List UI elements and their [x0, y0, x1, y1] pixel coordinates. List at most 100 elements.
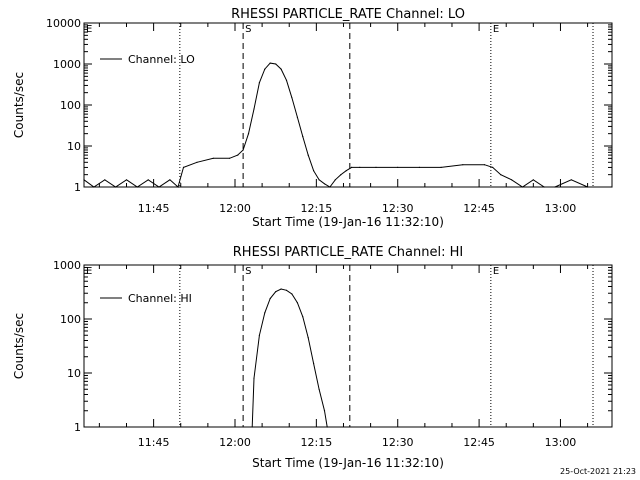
marker-label: E: [493, 266, 499, 277]
x-tick-label: 11:45: [138, 202, 170, 215]
data-point: [247, 133, 250, 135]
data-point: [440, 166, 442, 168]
x-tick-label: 12:30: [382, 436, 414, 449]
marker-label: E: [493, 24, 499, 35]
x-tick-label: 13:00: [545, 436, 577, 449]
y-tick-label: 1000: [53, 259, 81, 272]
data-point: [212, 157, 214, 159]
x-tick-label: 11:45: [138, 436, 170, 449]
x-axis-label: Start Time (19-Jan-16 11:32:10): [252, 215, 444, 229]
data-point: [285, 289, 288, 291]
data-point: [253, 377, 255, 379]
x-tick-label: 12:15: [301, 202, 333, 215]
data-point: [291, 97, 293, 99]
data-point: [483, 164, 486, 166]
data-point: [351, 166, 353, 168]
data-point: [492, 166, 494, 168]
data-point: [543, 186, 545, 188]
data-point: [177, 186, 179, 188]
data-point: [258, 82, 260, 84]
y-tick-label: 1000: [53, 58, 81, 71]
data-point: [307, 154, 309, 156]
y-axis-label: Counts/sec: [12, 313, 26, 379]
data-point: [83, 179, 85, 181]
chart-title: RHESSI PARTICLE_RATE Channel: HI: [233, 245, 463, 260]
data-point: [229, 157, 231, 159]
data-point: [302, 316, 304, 318]
data-point: [313, 170, 315, 172]
data-point: [375, 166, 377, 168]
y-tick-label: 100: [60, 99, 81, 112]
x-tick-label: 12:45: [463, 436, 495, 449]
data-point: [296, 302, 298, 304]
data-point: [326, 426, 328, 428]
x-tick-label: 12:00: [219, 202, 251, 215]
data-point: [318, 179, 320, 181]
data-point: [158, 186, 160, 188]
legend-label: Channel: HI: [128, 292, 192, 305]
data-point: [196, 161, 198, 163]
chart-title: RHESSI PARTICLE_RATE Channel: LO: [231, 7, 465, 22]
data-point: [329, 186, 331, 188]
plot-frame: [83, 264, 613, 428]
data-point: [334, 179, 336, 181]
x-axis-label: Start Time (19-Jan-16 11:32:10): [252, 456, 444, 470]
data-point: [115, 186, 117, 188]
data-point: [500, 174, 502, 176]
y-tick-label: 1: [74, 421, 81, 434]
data-point: [418, 166, 420, 168]
data-point: [318, 388, 320, 390]
series-line: [83, 62, 612, 188]
data-point: [323, 410, 326, 412]
data-point: [521, 186, 524, 188]
data-point: [280, 288, 282, 290]
data-point: [554, 186, 556, 188]
data-point: [269, 62, 271, 64]
data-point: [264, 68, 266, 70]
y-tick-label: 100: [60, 313, 81, 326]
data-point: [275, 291, 277, 293]
plot-frame: [83, 22, 613, 188]
data-point: [93, 186, 95, 188]
data-point: [345, 170, 347, 172]
data-point: [169, 179, 171, 181]
data-point: [313, 362, 315, 365]
data-point: [104, 179, 106, 181]
series-line: [251, 288, 328, 428]
x-tick-label: 12:15: [301, 436, 333, 449]
data-point: [296, 116, 298, 118]
x-tick-label: 12:45: [463, 202, 495, 215]
y-axis-label: Counts/sec: [12, 72, 26, 138]
data-point: [275, 63, 277, 65]
data-point: [253, 108, 255, 110]
data-point: [570, 179, 572, 181]
chart-lo-channel: RHESSI PARTICLE_RATE Channel: LO 1 10 100 10…: [12, 7, 613, 229]
chart-hi-channel: RHESSI PARTICLE_RATE Channel: HI 1 10 100 10…: [12, 245, 613, 470]
y-tick-label: 10: [67, 140, 81, 153]
data-point: [269, 297, 271, 300]
data-point: [182, 166, 185, 168]
data-point: [532, 179, 534, 181]
data-point: [136, 186, 138, 188]
data-point: [258, 334, 260, 336]
data-point: [397, 166, 399, 168]
data-point: [611, 186, 613, 188]
data-point: [125, 179, 128, 181]
data-point: [291, 293, 293, 295]
data-point: [302, 136, 304, 138]
data-point: [307, 337, 309, 339]
x-tick-label: 12:00: [219, 436, 251, 449]
marker-label: S: [245, 24, 251, 35]
y-tick-label: 10: [67, 367, 81, 380]
legend-label: Channel: LO: [128, 53, 195, 66]
data-point: [323, 183, 326, 185]
data-point: [147, 179, 149, 181]
x-tick-label: 13:00: [545, 202, 577, 215]
data-point: [359, 166, 361, 168]
data-point: [462, 164, 464, 166]
marker-label: S: [245, 266, 251, 277]
data-point: [251, 426, 253, 428]
data-point: [340, 174, 342, 176]
footer-timestamp: 25-Oct-2021 21:23: [560, 467, 636, 476]
